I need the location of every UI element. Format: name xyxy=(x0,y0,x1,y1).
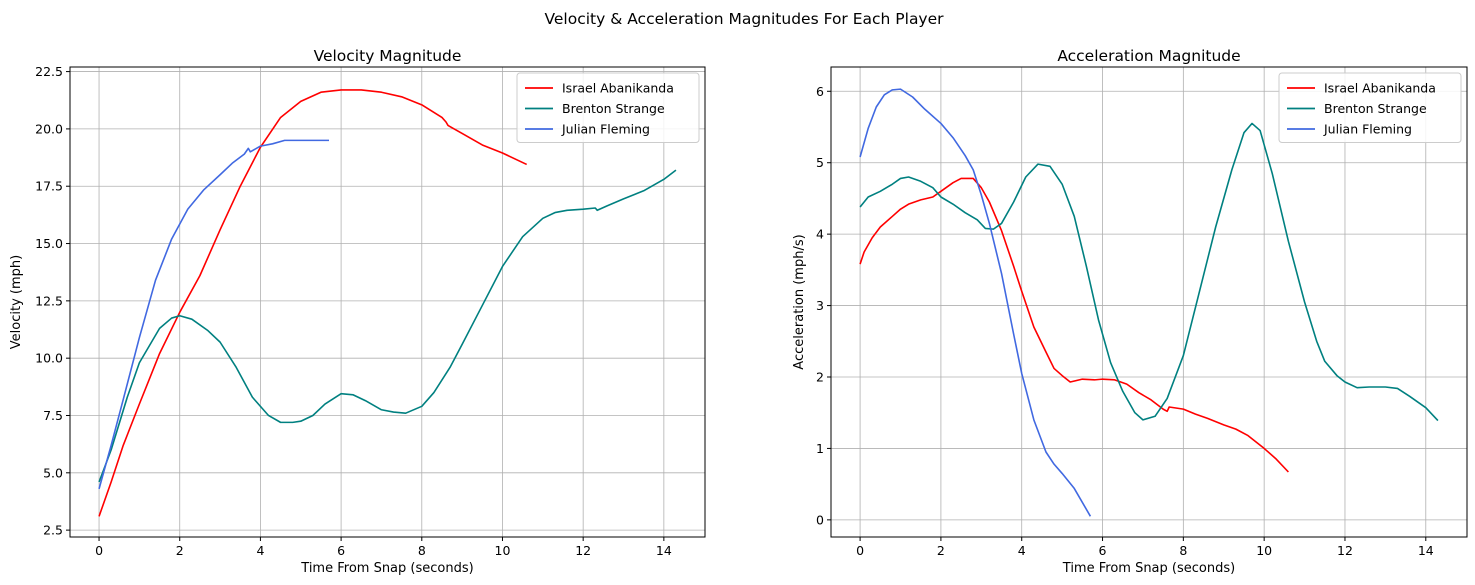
y-tick-label: 2.5 xyxy=(43,523,63,538)
legend-label: Julian Fleming xyxy=(561,122,650,137)
y-tick-label: 12.5 xyxy=(35,293,63,308)
series-line-2 xyxy=(98,169,677,483)
series-line-2 xyxy=(859,122,1439,422)
x-tick-label: 8 xyxy=(418,543,426,558)
legend: Israel Abanikanda Brenton Strange Julian F… xyxy=(516,72,700,143)
y-axis-title: Acceleration (mph/s) xyxy=(792,234,807,369)
y-tick-label: 10.0 xyxy=(35,351,63,366)
series-line-3 xyxy=(98,139,329,490)
y-tick-label: 15.0 xyxy=(35,236,63,251)
x-tick-label: 10 xyxy=(495,543,511,558)
x-tick-label: 4 xyxy=(1018,543,1026,558)
series-line-1 xyxy=(859,177,1289,473)
x-tick-label: 2 xyxy=(176,543,184,558)
y-tick-label: 0 xyxy=(816,512,824,527)
x-tick-label: 10 xyxy=(1256,543,1272,558)
x-tick-label: 8 xyxy=(1179,543,1187,558)
x-tick-label: 4 xyxy=(256,543,264,558)
x-tick-label: 14 xyxy=(656,543,672,558)
plot-area xyxy=(70,67,705,537)
x-tick-label: 0 xyxy=(856,543,864,558)
legend-box xyxy=(516,72,700,143)
x-tick-label: 12 xyxy=(575,543,591,558)
panel-title: Acceleration Magnitude xyxy=(1057,47,1240,65)
series-line-1 xyxy=(98,89,528,517)
x-tick-label: 6 xyxy=(337,543,345,558)
series-line-3 xyxy=(859,88,1092,517)
y-tick-label: 5.0 xyxy=(43,465,63,480)
figure-title: Velocity & Acceleration Magnitudes For E… xyxy=(544,10,944,28)
y-tick-label: 5 xyxy=(816,155,824,170)
y-tick-label: 1 xyxy=(816,441,824,456)
legend-label: Brenton Strange xyxy=(562,101,665,116)
axes-frame xyxy=(69,66,706,538)
legend-label: Brenton Strange xyxy=(1324,101,1427,116)
y-tick-label: 2 xyxy=(816,370,824,385)
legend: Israel Abanikanda Brenton Strange Julian F… xyxy=(1278,72,1462,143)
panel-title: Velocity Magnitude xyxy=(314,47,462,65)
y-tick-label: 17.5 xyxy=(35,179,63,194)
x-axis-title: Time From Snap (seconds) xyxy=(1062,561,1235,576)
y-tick-label: 6 xyxy=(816,84,824,99)
x-tick-label: 12 xyxy=(1337,543,1353,558)
y-tick-label: 7.5 xyxy=(43,408,63,423)
x-tick-label: 6 xyxy=(1099,543,1107,558)
y-axis-title: Velocity (mph) xyxy=(9,255,24,349)
x-tick-label: 2 xyxy=(937,543,945,558)
x-tick-label: 14 xyxy=(1418,543,1434,558)
legend-label: Israel Abanikanda xyxy=(562,81,674,96)
axes-frame xyxy=(830,66,1468,538)
y-tick-label: 20.0 xyxy=(35,121,63,136)
chart-panel-1: 0 2 4 6 8 10 12 14 2.5 5.0 7.5 10.0 12.5 15.0 17.5 20.0… xyxy=(9,47,706,576)
legend-label: Julian Fleming xyxy=(1323,122,1412,137)
y-tick-label: 22.5 xyxy=(35,64,63,79)
legend-box xyxy=(1278,72,1462,143)
x-axis-title: Time From Snap (seconds) xyxy=(300,561,473,576)
x-tick-label: 0 xyxy=(95,543,103,558)
legend-label: Israel Abanikanda xyxy=(1324,81,1436,96)
plot-area xyxy=(831,67,1467,537)
y-tick-label: 4 xyxy=(816,227,824,242)
y-tick-label: 3 xyxy=(816,298,824,313)
